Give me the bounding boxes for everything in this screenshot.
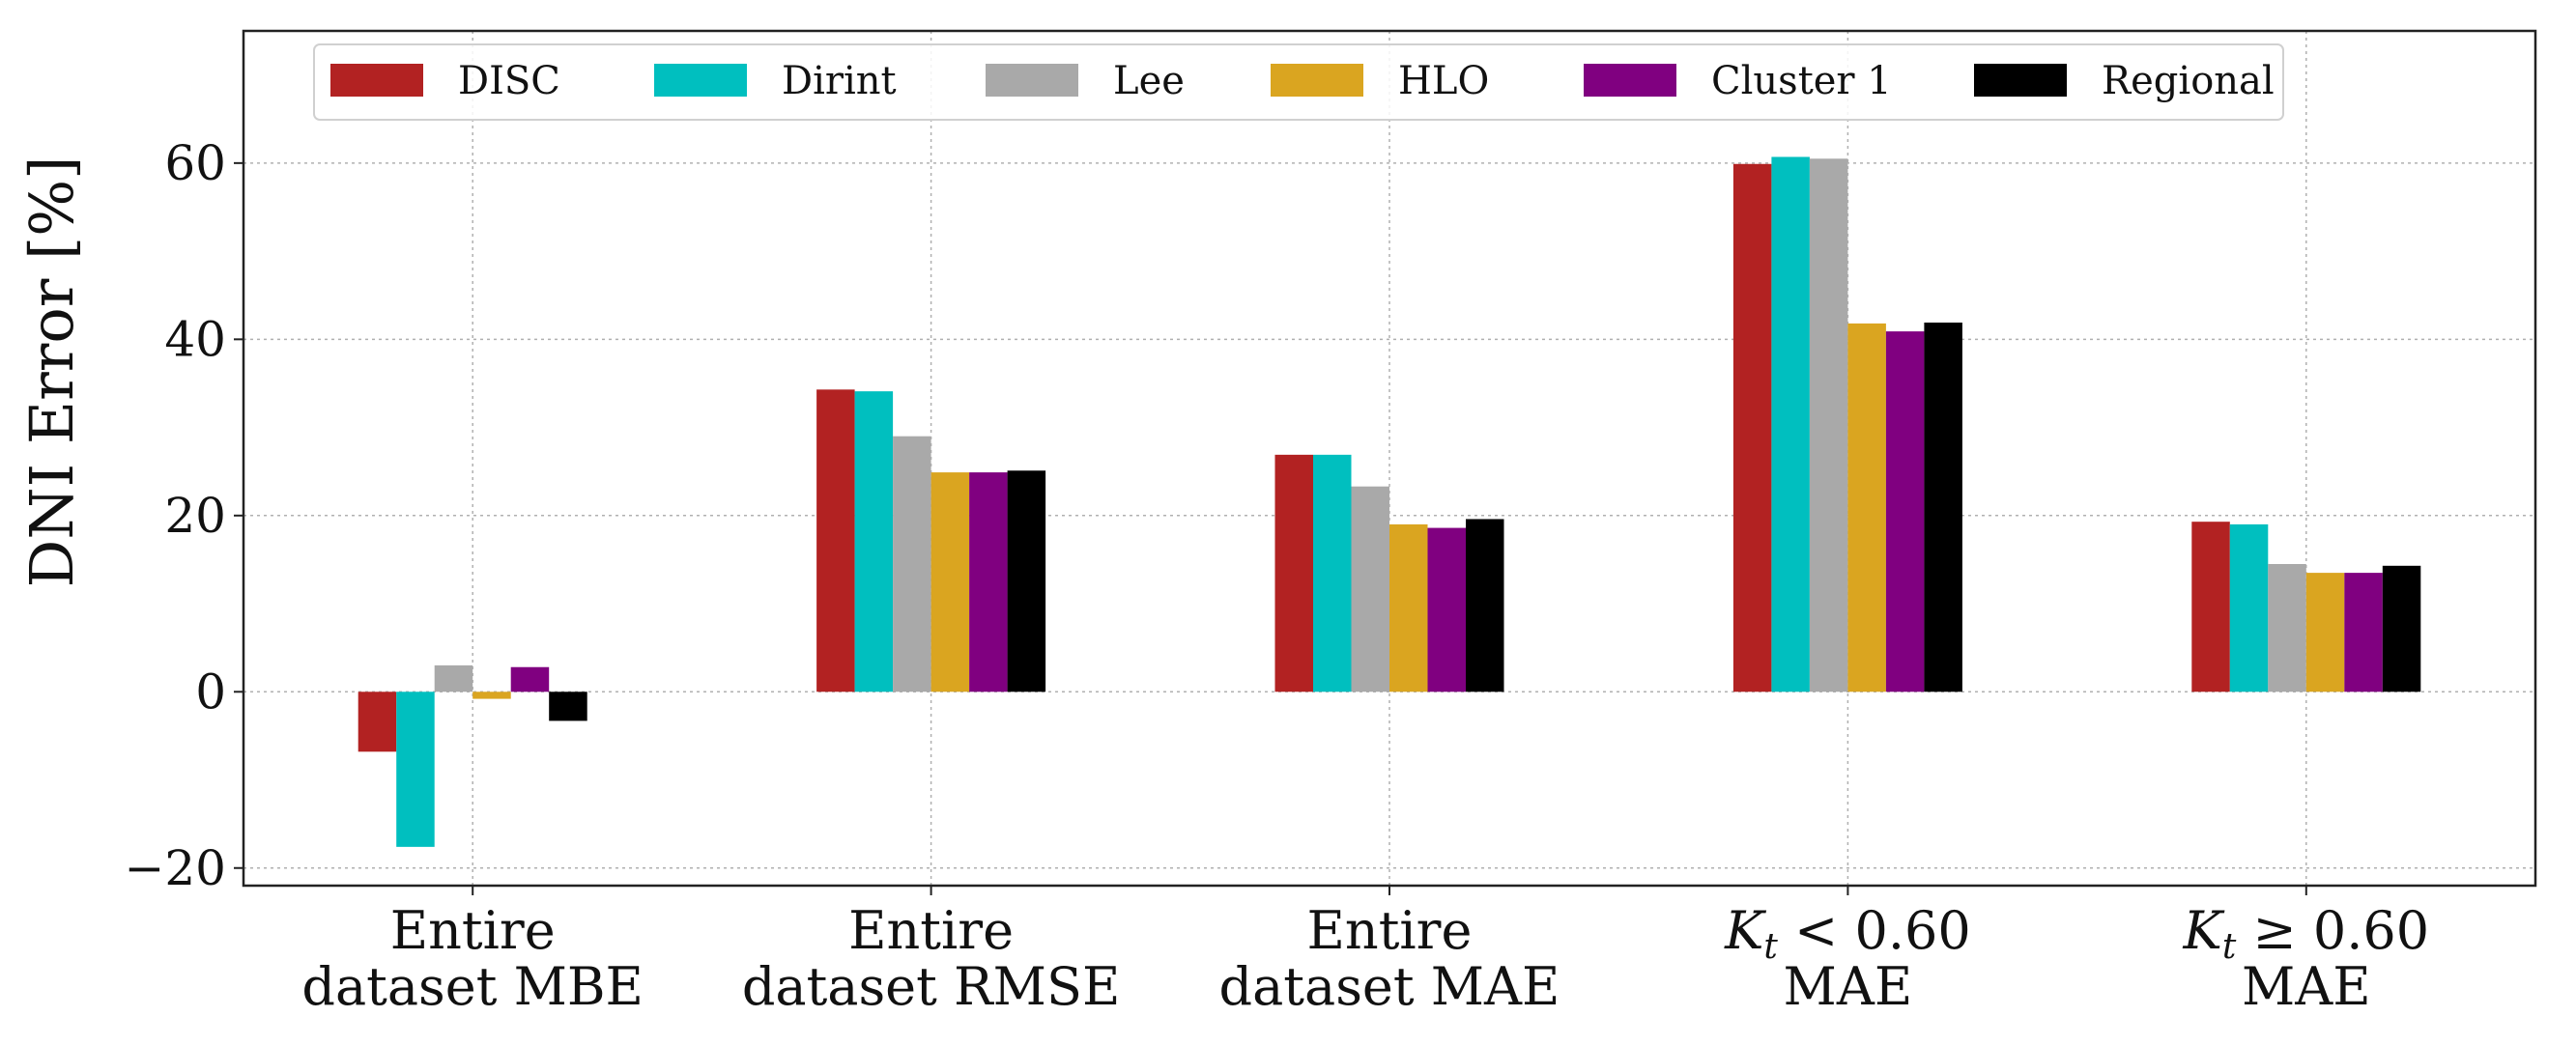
legend-label: Regional [2102,59,2275,103]
bar-cluster-1 [2344,573,2383,692]
legend-swatch [1584,64,1676,97]
bar-lee [434,664,473,692]
y-tick-label: 40 [164,311,226,367]
bar-dirint [396,692,435,847]
legend: DISC Dirint Lee HLO Cluster 1 Regional [313,43,2284,121]
bar-regional [1466,519,1504,692]
x-tick-label-line2: dataset RMSE [742,956,1121,1017]
x-tick-label-line1: Entire [848,900,1014,961]
legend-swatch [330,64,423,97]
bar-cluster-1 [969,472,1008,692]
y-axis-ticks: −20 0 20 40 60 [124,135,243,896]
y-tick-label: −20 [124,840,226,896]
legend-swatch [1271,64,1363,97]
bar-disc [1732,163,1772,692]
bar-hlo [930,472,970,692]
y-tick-label: 20 [164,488,226,544]
bar-disc [358,692,397,752]
bar-cluster-1 [510,666,550,692]
bar-disc [816,389,855,692]
bar-dirint [854,391,894,692]
x-tick-label-line1: Entire [1307,900,1473,961]
bar-disc [2191,522,2230,692]
legend-swatch [654,64,747,97]
x-tick-label-line2: MAE [1784,956,1913,1017]
bar-hlo [1389,523,1428,692]
x-tick-label-line2: dataset MAE [1219,956,1560,1017]
bar-hlo [1847,323,1886,692]
bar-lee [893,436,931,692]
x-tick-label-line2: dataset MBE [301,956,644,1017]
y-tick-label: 0 [195,664,226,720]
legend-label: HLO [1398,59,1489,103]
bar-cluster-1 [1427,527,1466,692]
legend-swatch [986,64,1078,97]
bar-cluster-1 [1885,331,1925,692]
bar-regional [1924,322,1962,692]
y-axis-title: DNI Error [%] [16,156,87,588]
bar-regional [549,692,587,721]
x-tick-label-line1: Entire [390,900,556,961]
legend-label: Dirint [782,59,897,103]
x-tick-label-line1: Kt ≥ 0.60 [2182,900,2429,967]
bars [358,156,2421,847]
legend-label: Cluster 1 [1711,59,1892,103]
legend-label: DISC [458,59,560,103]
legend-label: Lee [1113,59,1185,103]
legend-swatch [1974,64,2067,97]
bar-regional [1007,470,1046,692]
y-tick-label: 60 [164,135,226,191]
bar-dirint [1313,454,1352,692]
x-tick-label-line2: MAE [2242,956,2371,1017]
bar-dirint [2229,523,2269,692]
bar-disc [1274,454,1313,692]
bar-regional [2382,565,2421,692]
bar-lee [1351,486,1389,692]
grid-lines [243,31,2535,886]
bar-lee [2268,563,2306,692]
bar-hlo [472,692,511,699]
x-tick-label-line1: Kt < 0.60 [1724,900,1971,967]
bar-hlo [2305,573,2345,692]
bar-lee [1809,158,1848,692]
bar-dirint [1771,156,1810,692]
